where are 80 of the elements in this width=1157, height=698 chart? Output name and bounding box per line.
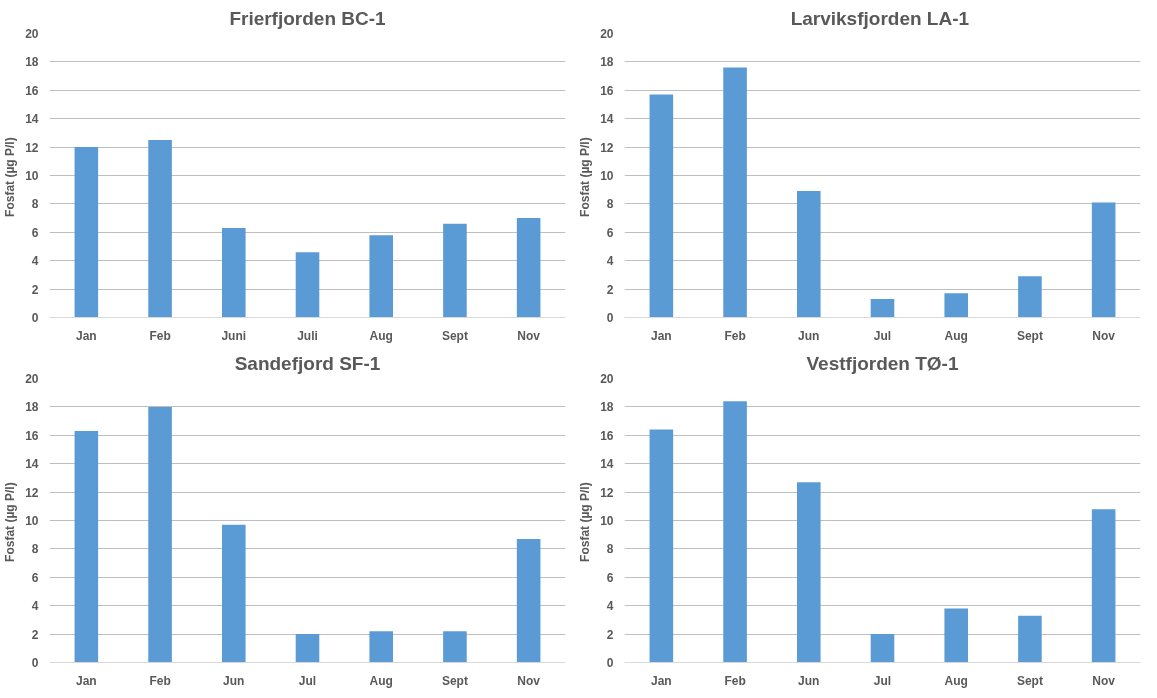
y-tick-label: 0: [606, 656, 614, 670]
x-tick-label: Feb: [149, 673, 171, 688]
y-tick-label: 20: [25, 372, 39, 386]
y-tick-label: 12: [25, 485, 39, 500]
y-tick-label: 20: [25, 27, 39, 41]
x-tick-label: Aug: [944, 673, 968, 688]
x-tick-label: Jul: [298, 673, 317, 688]
y-tick-label: 18: [25, 55, 39, 70]
x-tick-label: Nov: [1092, 328, 1116, 343]
y-tick-label: 18: [25, 400, 39, 415]
y-tick-label: 6: [31, 225, 39, 240]
y-tick-label: 14: [25, 112, 39, 127]
y-tick-label: 16: [600, 83, 614, 98]
x-tick-label: Nov: [517, 673, 541, 688]
x-tick-label: Sept: [441, 673, 468, 688]
y-tick-label: 4: [31, 254, 39, 269]
y-tick-label: 16: [25, 428, 39, 443]
y-tick-label: 14: [25, 457, 39, 472]
y-tick-label: 8: [31, 542, 39, 557]
x-tick-label: Sept: [1016, 673, 1043, 688]
x-tick-label: Aug: [369, 328, 393, 343]
y-tick-label: 18: [600, 55, 614, 70]
y-axis-title: Fosfat (µg P/l): [578, 482, 593, 562]
x-tick-label: Jan: [76, 673, 97, 688]
y-axis-title: Fosfat (µg P/l): [3, 137, 18, 217]
y-tick-label: 2: [31, 282, 39, 297]
y-axis-title: Fosfat (µg P/l): [3, 482, 18, 562]
x-tick-label: Feb: [724, 673, 746, 688]
y-tick-label: 10: [600, 514, 614, 528]
x-tick-label: Aug: [369, 673, 393, 688]
y-tick-label: 16: [25, 83, 39, 98]
y-tick-label: 8: [31, 197, 39, 212]
y-tick-label: 8: [606, 542, 614, 557]
y-tick-label: 20: [600, 27, 614, 41]
y-tick-label: 0: [606, 311, 614, 325]
y-tick-label: 18: [600, 400, 614, 415]
x-tick-label: Jun: [798, 328, 820, 343]
x-tick-label: Sept: [441, 328, 468, 343]
y-tick-label: 6: [31, 570, 39, 585]
x-tick-label: Feb: [149, 328, 171, 343]
y-tick-label: 0: [31, 656, 39, 670]
y-tick-label: 4: [606, 254, 614, 269]
y-axis-title: Fosfat (µg P/l): [578, 137, 593, 217]
y-tick-label: 10: [25, 514, 39, 528]
y-tick-label: 12: [600, 485, 614, 500]
chart-title: Frierfjorden BC-1: [229, 7, 387, 29]
y-tick-label: 14: [600, 112, 614, 127]
x-tick-label: Jan: [651, 673, 672, 688]
x-tick-label: Juli: [297, 328, 318, 343]
x-tick-label: Feb: [724, 328, 746, 343]
y-tick-label: 2: [606, 627, 614, 642]
x-tick-label: Juni: [221, 328, 247, 343]
chart-title: Larviksfjorden LA-1: [790, 7, 970, 29]
y-tick-label: 6: [606, 225, 614, 240]
x-tick-label: Jul: [873, 673, 892, 688]
x-tick-label: Aug: [944, 328, 968, 343]
y-tick-label: 12: [600, 140, 614, 155]
y-tick-label: 0: [31, 311, 39, 325]
x-tick-label: Jun: [223, 673, 245, 688]
x-tick-label: Jan: [76, 328, 97, 343]
y-tick-label: 4: [31, 599, 39, 614]
x-tick-label: Nov: [1092, 673, 1116, 688]
x-tick-label: Sept: [1016, 328, 1043, 343]
y-tick-label: 10: [600, 169, 614, 183]
y-tick-label: 16: [600, 428, 614, 443]
y-tick-label: 2: [606, 282, 614, 297]
y-tick-label: 8: [606, 197, 614, 212]
x-tick-label: Jul: [873, 328, 892, 343]
x-tick-label: Nov: [517, 328, 541, 343]
y-tick-label: 14: [600, 457, 614, 472]
x-tick-label: Jun: [798, 673, 820, 688]
x-tick-label: Jan: [651, 328, 672, 343]
y-tick-label: 10: [25, 169, 39, 183]
y-tick-label: 12: [25, 140, 39, 155]
chart-title: Sandefjord SF-1: [234, 352, 381, 374]
chart-title: Vestfjorden TØ-1: [806, 352, 959, 374]
y-tick-label: 6: [606, 570, 614, 585]
y-tick-label: 20: [600, 372, 614, 386]
y-tick-label: 4: [606, 599, 614, 614]
y-tick-label: 2: [31, 627, 39, 642]
